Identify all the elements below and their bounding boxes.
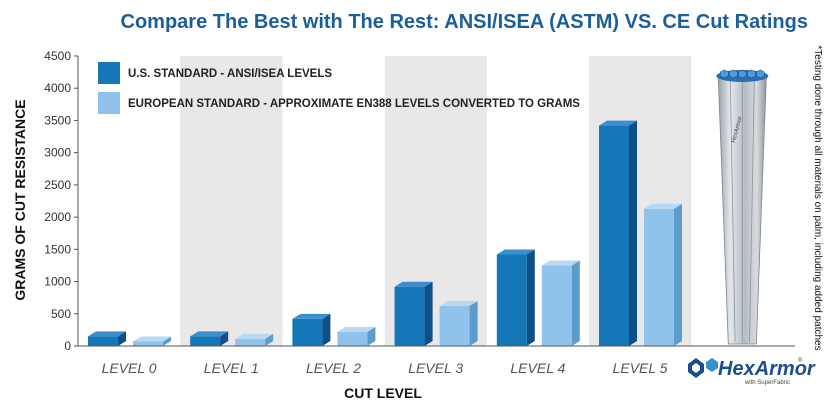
- bar: [644, 203, 682, 346]
- y-axis: 0 500 1000 1500 2000 2500 3000 3500 4000 4500: [44, 49, 79, 353]
- bar-side: [163, 336, 171, 346]
- bar-side: [220, 331, 229, 346]
- background-bands: [180, 56, 692, 346]
- legend-swatch: [98, 92, 120, 114]
- bar: [599, 120, 637, 346]
- y-tick-label: 3500: [44, 113, 71, 127]
- y-tick-label: 1000: [44, 275, 71, 289]
- y-tick-label: 2500: [44, 178, 71, 192]
- bar-side: [469, 301, 478, 346]
- bar-top: [88, 331, 126, 337]
- bar-side: [322, 313, 331, 346]
- hexarmor-column: HexArmor: [716, 69, 769, 345]
- bar-side: [571, 260, 580, 346]
- bar-group: [88, 120, 682, 346]
- bar-side: [265, 333, 274, 346]
- x-tick-label: LEVEL 0: [102, 360, 157, 376]
- bar-front: [394, 286, 425, 346]
- legend: U.S. STANDARD - ANSI/ISEA LEVELS EUROPEAN…: [98, 62, 580, 114]
- bar-front: [644, 208, 674, 346]
- x-tick-label: LEVEL 5: [613, 360, 668, 376]
- bar-top: [133, 336, 171, 342]
- hexarmor-logo: HexArmor ® with SuperFabric: [688, 357, 816, 386]
- bar-top: [337, 326, 376, 332]
- legend-label: EUROPEAN STANDARD - APPROXIMATE EN388 LE…: [128, 98, 580, 110]
- bar-top: [599, 120, 637, 126]
- bar-front: [235, 338, 266, 346]
- bar: [496, 249, 535, 346]
- bar-top: [644, 203, 682, 209]
- hexarmor-column-facet: [749, 79, 755, 343]
- bar-side: [424, 281, 433, 346]
- hexarmor-hex-icon: [688, 358, 718, 378]
- bar-side: [674, 203, 682, 346]
- x-tick-label: LEVEL 3: [408, 360, 463, 376]
- bar: [190, 331, 229, 346]
- brand-tagline: with SuperFabric: [744, 380, 790, 386]
- bar: [235, 333, 274, 346]
- bar-top: [496, 249, 535, 255]
- x-tick-label: LEVEL 2: [306, 360, 361, 376]
- bar: [133, 336, 171, 346]
- y-tick-label: 4000: [44, 81, 71, 95]
- bar: [292, 313, 331, 346]
- x-axis: LEVEL 0 LEVEL 1 LEVEL 2 LEVEL 3 LEVEL 4 LEVEL…: [78, 345, 795, 376]
- bar-side: [526, 249, 535, 346]
- bar-front: [496, 254, 527, 346]
- bar-front: [337, 331, 368, 346]
- bar: [541, 260, 580, 346]
- x-tick-label: LEVEL 1: [204, 360, 259, 376]
- bar-top: [541, 260, 580, 266]
- hexarmor-column-facet: [729, 79, 736, 343]
- x-axis-title: CUT LEVEL: [344, 385, 422, 401]
- bar-top: [439, 301, 478, 307]
- bar-front: [190, 336, 221, 346]
- y-tick-label: 500: [51, 307, 71, 321]
- bar-front: [439, 306, 470, 346]
- bar: [337, 326, 376, 346]
- bar: [439, 301, 478, 346]
- bar-top: [235, 333, 274, 339]
- bar-front: [292, 318, 323, 346]
- hexarmor-cap-hex: [719, 69, 729, 79]
- legend-label: U.S. STANDARD - ANSI/ISEA LEVELS: [128, 68, 332, 80]
- chart-title: Compare The Best with The Rest: ANSI/ISE…: [121, 11, 808, 33]
- y-tick-label: 3000: [44, 146, 71, 160]
- background-band: [180, 56, 283, 346]
- bar: [394, 281, 433, 346]
- hexarmor-cap-hex: [746, 69, 756, 79]
- y-tick-label: 4500: [44, 49, 71, 63]
- y-tick-label: 0: [64, 339, 71, 353]
- hexarmor-cap-hex: [737, 69, 747, 79]
- y-tick-label: 2000: [44, 210, 71, 224]
- bar-front: [88, 336, 118, 346]
- bar-front: [133, 341, 163, 346]
- bar-side: [367, 326, 376, 346]
- bar-top: [394, 281, 433, 287]
- y-tick-label: 1500: [44, 242, 71, 256]
- x-tick-label: LEVEL 4: [510, 360, 565, 376]
- bar-top: [292, 313, 331, 319]
- bar-front: [541, 265, 572, 346]
- bar-side: [629, 120, 637, 346]
- hexarmor-cap-hex: [728, 69, 738, 79]
- hexarmor-cap-hex: [755, 69, 765, 79]
- footnote: *Testing done through all materials on p…: [812, 45, 823, 350]
- legend-swatch: [98, 62, 120, 84]
- brand-mark: ®: [798, 357, 803, 364]
- bar-side: [118, 331, 126, 346]
- brand-name: HexArmor: [718, 358, 816, 380]
- bar-front: [599, 125, 629, 346]
- y-axis-title: GRAMS OF CUT RESISTANCE: [12, 99, 28, 300]
- bar: [88, 331, 126, 346]
- bar-top: [190, 331, 229, 337]
